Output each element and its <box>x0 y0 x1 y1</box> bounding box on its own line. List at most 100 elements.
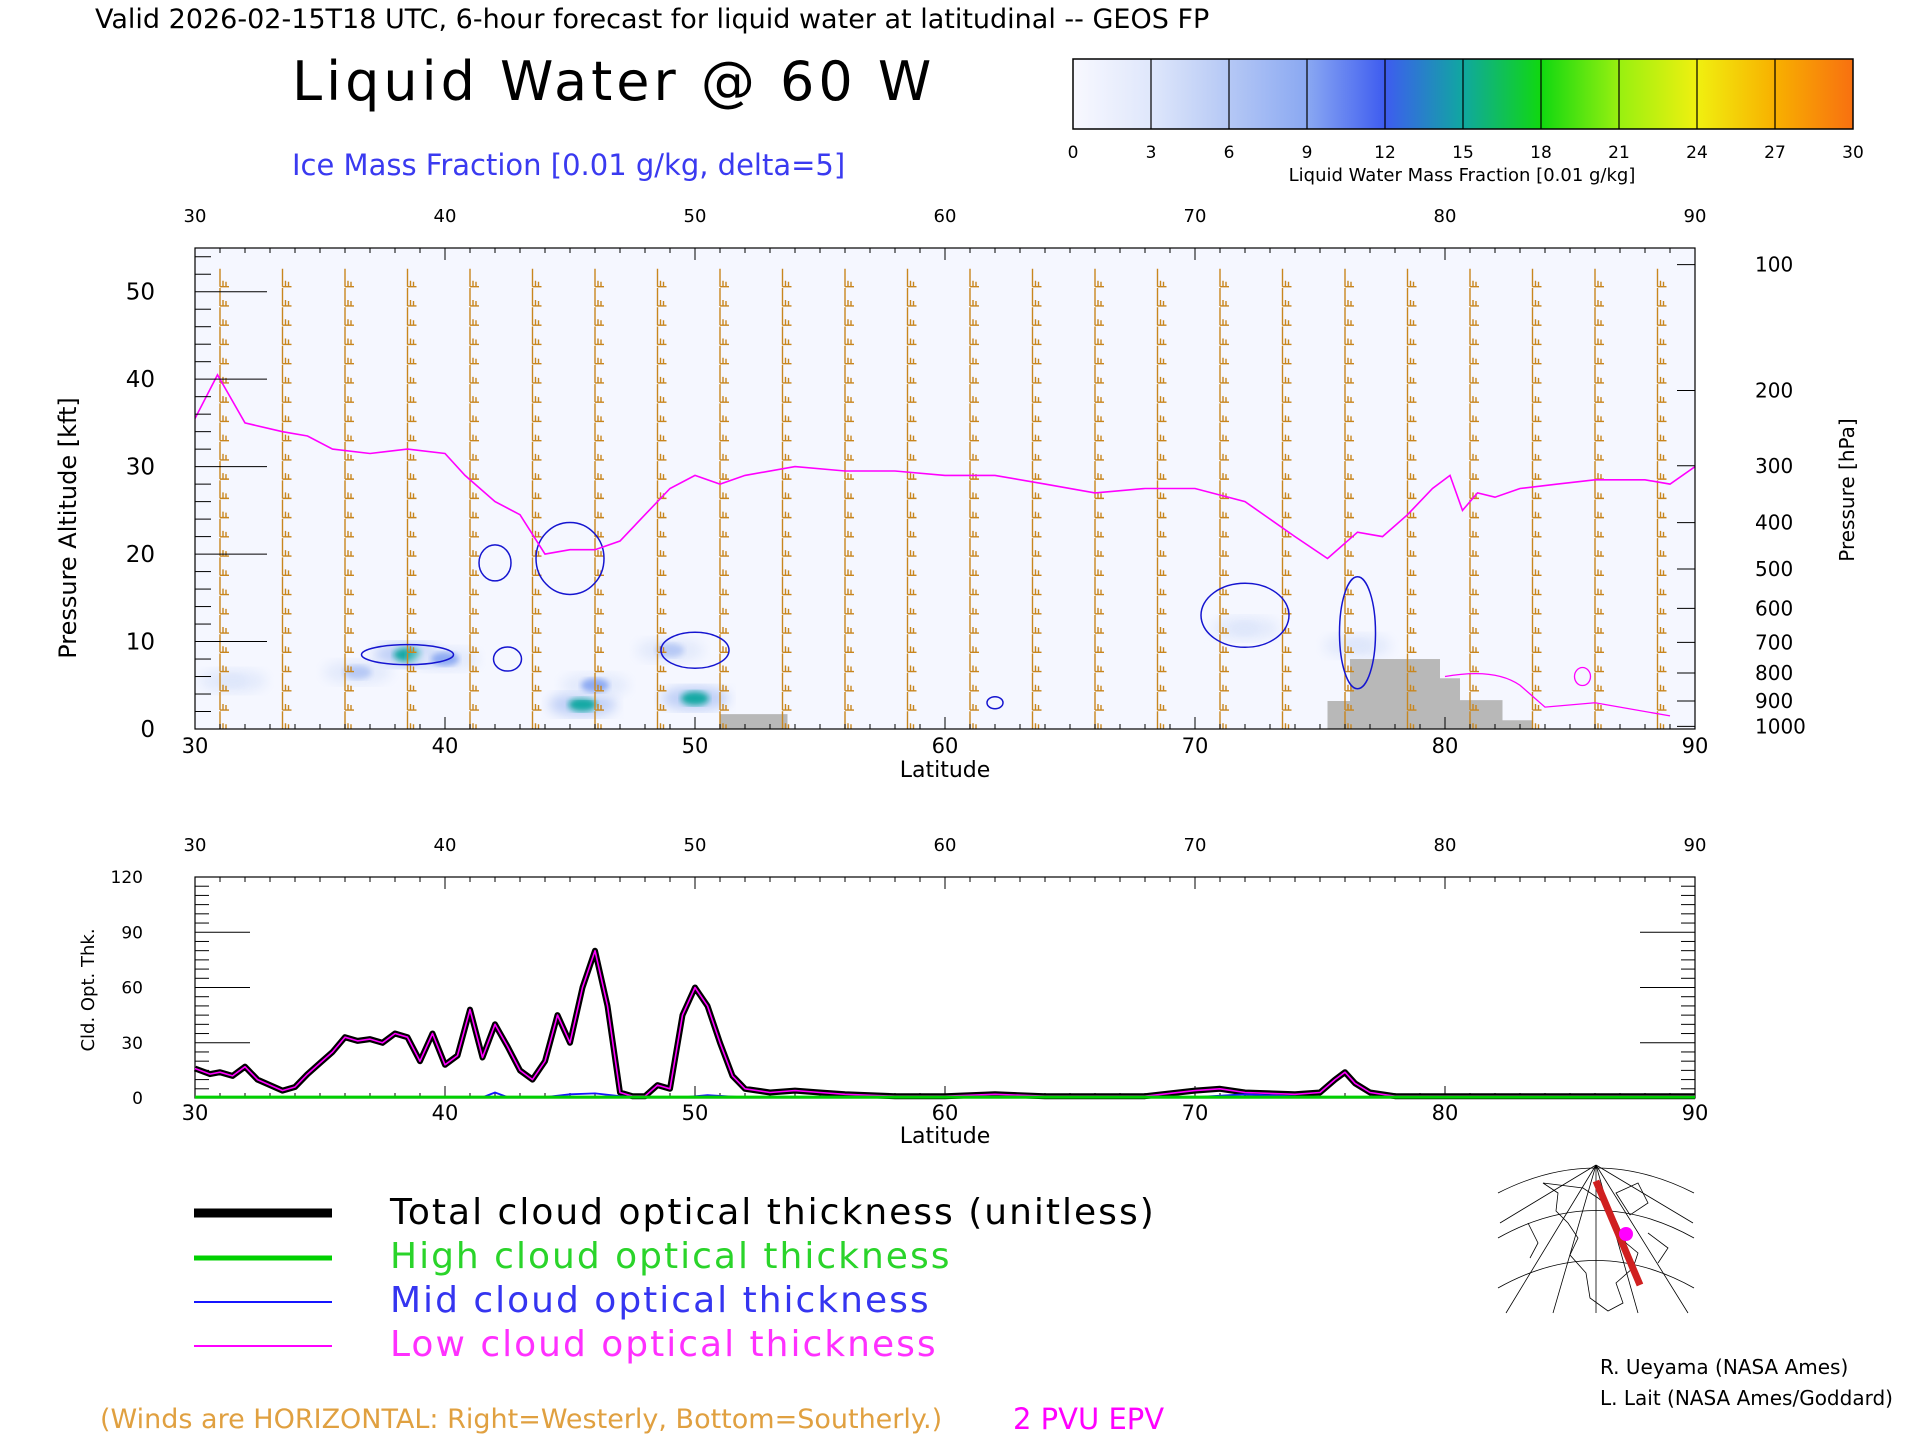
wind-barb <box>531 441 542 461</box>
wind-barb <box>969 692 979 711</box>
wind-barb <box>1094 615 1104 634</box>
wind-barb <box>469 480 479 500</box>
wind-barb <box>1594 653 1604 673</box>
wind-barb <box>531 326 542 346</box>
wind-barb <box>969 576 979 596</box>
wind-barb <box>1156 345 1167 365</box>
wind-barb <box>844 711 854 729</box>
wind-barb <box>844 307 854 326</box>
wind-barb <box>1406 499 1417 519</box>
wind-barb <box>406 692 417 711</box>
colorbar-tick-label: 0 <box>1068 143 1079 163</box>
wind-barb <box>1469 384 1479 403</box>
liquid-water-core <box>218 673 247 688</box>
legend: Total cloud optical thickness (unitless)… <box>194 1192 1154 1365</box>
wind-barb <box>1594 518 1604 538</box>
wind-barb <box>1219 595 1229 615</box>
y-tick-label: 0 <box>140 717 155 743</box>
wind-barb <box>906 461 917 480</box>
ice-contour <box>360 643 455 666</box>
wind-barb <box>344 480 354 500</box>
y-tick-label: 20 <box>126 542 155 568</box>
wind-barb <box>1656 422 1667 442</box>
wind-barb <box>281 287 292 307</box>
wind-barb <box>1031 711 1042 729</box>
wind-barb <box>1469 499 1479 519</box>
wind-barb <box>594 711 604 729</box>
wind-barb <box>1031 538 1042 557</box>
wind-barb <box>1281 441 1292 461</box>
wind-barb <box>906 595 917 615</box>
wind-barb <box>1469 326 1479 346</box>
wind-barb <box>281 326 292 346</box>
wind-barb <box>1531 595 1542 615</box>
wind-barb <box>906 384 917 403</box>
wind-barb <box>656 384 667 403</box>
y-tick-label: 60 <box>121 979 143 999</box>
wind-barb <box>1344 595 1354 615</box>
legend-label-low: Low cloud optical thickness <box>390 1324 938 1365</box>
wind-barb <box>594 692 604 711</box>
wind-barb <box>1219 480 1229 500</box>
wind-barb <box>469 653 479 673</box>
wind-barb <box>531 364 542 384</box>
wind-barb <box>1031 672 1042 692</box>
epv-2pvu-line <box>195 373 1695 560</box>
wind-barb <box>1656 518 1667 538</box>
wind-barb <box>1594 403 1604 423</box>
wind-barb <box>219 345 229 365</box>
wind-barb <box>844 653 854 673</box>
wind-barb <box>1219 711 1229 729</box>
x-tick-label: 70 <box>1182 1101 1209 1125</box>
wind-barb <box>281 345 292 365</box>
wind-barb <box>1406 576 1417 596</box>
wind-barb <box>1219 364 1229 384</box>
wind-barb <box>719 499 729 519</box>
wind-barb <box>1594 595 1604 615</box>
wind-barb <box>281 384 292 403</box>
wind-barb <box>1594 615 1604 634</box>
optical-thickness-panel: 30 30 40 40 50 50 60 60 70 70 80 80 90 90 0 30 60 90 120 <box>111 835 1709 1125</box>
wind-barb <box>219 461 229 480</box>
wind-barb <box>219 268 229 288</box>
wind-barb <box>906 326 917 346</box>
wind-barb <box>531 287 542 307</box>
wind-barb <box>844 518 854 538</box>
ice-contour <box>478 544 512 582</box>
wind-barb <box>1031 345 1042 365</box>
wind-barb <box>969 326 979 346</box>
wind-barb <box>969 499 979 519</box>
liquid-water-core <box>1231 621 1259 636</box>
wind-barb <box>406 518 417 538</box>
wind-barb <box>1656 326 1667 346</box>
wind-barb <box>656 672 667 692</box>
wind-barb <box>1281 538 1292 557</box>
wind-barb <box>469 692 479 711</box>
wind-barb <box>1656 711 1667 729</box>
wind-barb <box>469 307 479 326</box>
wind-barb <box>1656 576 1667 596</box>
colorbar-tick-label: 30 <box>1842 143 1864 163</box>
x-tick-label-top: 30 <box>184 835 207 856</box>
wind-barb <box>219 653 229 673</box>
wind-barb <box>531 461 542 480</box>
wind-barb <box>469 557 479 577</box>
wind-barb <box>1469 672 1479 692</box>
wind-barb <box>1656 441 1667 461</box>
credit-2: L. Lait (NASA Ames/Goddard) <box>1600 1386 1893 1410</box>
x-tick-label-top: 40 <box>434 835 457 856</box>
wind-barb <box>719 326 729 346</box>
wind-barb <box>469 499 479 519</box>
wind-barb <box>1031 653 1042 673</box>
wind-barb <box>1094 595 1104 615</box>
wind-barb <box>219 692 229 711</box>
liquid-water-core <box>568 697 597 712</box>
wind-barb <box>969 287 979 307</box>
wind-barb <box>1344 287 1354 307</box>
wind-barb <box>1531 711 1542 729</box>
x-tick-label-top: 60 <box>934 206 957 227</box>
terrain-block <box>1327 701 1350 729</box>
wind-barb <box>219 422 229 442</box>
x-tick-label-top: 40 <box>434 206 457 227</box>
wind-barb <box>281 268 292 288</box>
